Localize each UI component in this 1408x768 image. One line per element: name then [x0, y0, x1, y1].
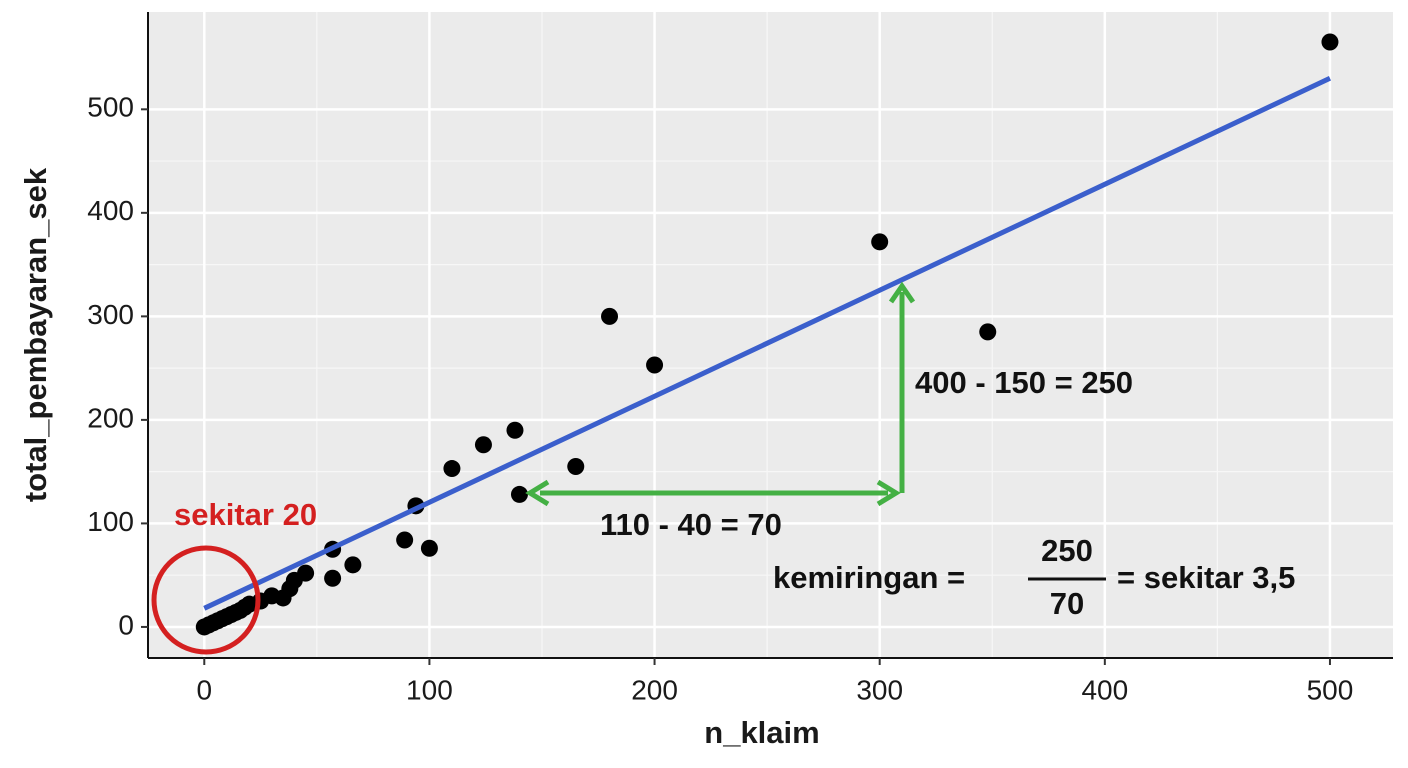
fraction-numerator: 250 — [1041, 533, 1093, 568]
x-tick-label: 300 — [856, 674, 903, 705]
y-tick-label: 300 — [87, 299, 134, 330]
annotation: 110 - 40 = 70 — [600, 507, 782, 542]
point — [871, 233, 889, 251]
x-tick-label: 100 — [406, 674, 453, 705]
marks — [195, 33, 1339, 636]
y-tick-label: 0 — [118, 609, 134, 640]
y-axis-title: total_pembayaran_sek — [18, 167, 53, 502]
annotation: = sekitar 3,5 — [1117, 560, 1295, 595]
point — [510, 485, 528, 503]
x-tick-label: 500 — [1307, 674, 1354, 705]
slope-arrows — [525, 281, 916, 507]
arrow-head — [525, 479, 550, 507]
point — [297, 564, 315, 582]
point — [344, 556, 362, 574]
point — [474, 436, 492, 454]
x-tick-label: 200 — [631, 674, 678, 705]
point — [979, 323, 997, 341]
arrow-head — [876, 479, 901, 507]
y-tick-label: 100 — [87, 506, 134, 537]
x-axis-title: n_klaim — [704, 715, 819, 750]
annotations: sekitar 20 400 - 150 = 250 110 - 40 = 70… — [151, 281, 1295, 655]
annotation: 400 - 150 = 250 — [915, 365, 1133, 400]
x-tick-label: 400 — [1081, 674, 1128, 705]
arrow-head — [888, 281, 916, 304]
point — [443, 460, 461, 478]
point — [567, 457, 585, 475]
point — [646, 356, 664, 374]
fraction-denominator: 70 — [1050, 586, 1084, 621]
point — [506, 421, 524, 439]
point — [601, 307, 619, 325]
fit-line — [203, 75, 1332, 611]
point — [396, 531, 414, 549]
point — [324, 569, 342, 587]
highlight-circle — [151, 545, 261, 655]
annotation: kemiringan = — [773, 560, 965, 595]
y-tick-label: 500 — [87, 92, 134, 123]
point — [1321, 33, 1339, 51]
y-tick-label: 200 — [87, 402, 134, 433]
annotation: sekitar 20 — [174, 497, 317, 532]
plot-panel — [148, 12, 1393, 658]
x-tick-label: 0 — [196, 674, 212, 705]
y-tick-label: 400 — [87, 195, 134, 226]
point — [420, 539, 438, 557]
